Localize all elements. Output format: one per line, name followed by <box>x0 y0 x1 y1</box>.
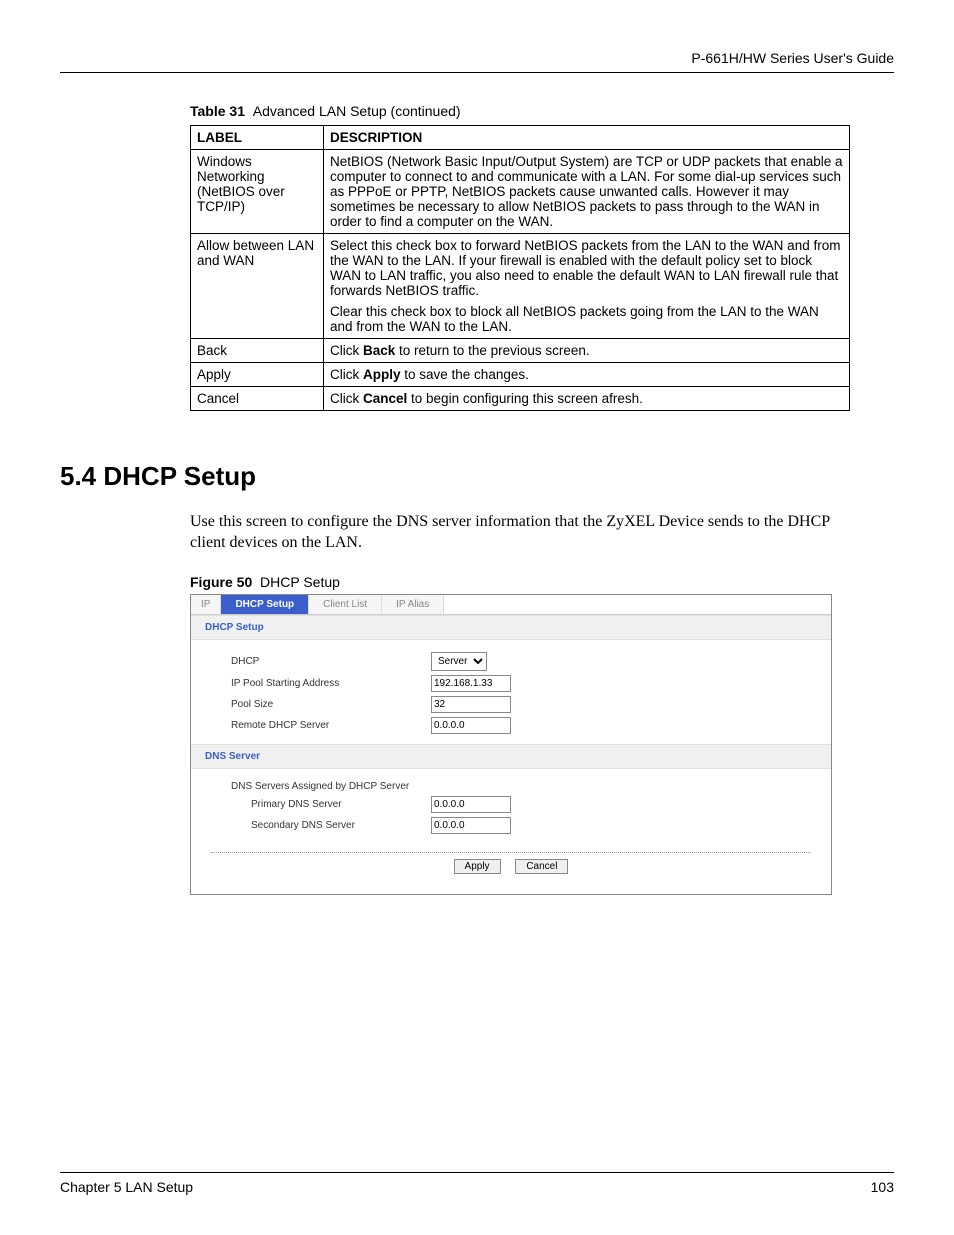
section-bar-dhcp: DHCP Setup <box>191 615 831 640</box>
figure-caption-bold: Figure 50 <box>190 574 252 590</box>
footer-chapter: Chapter 5 LAN Setup <box>60 1179 193 1195</box>
row-label: Allow between LAN and WAN <box>191 234 324 339</box>
text: Click <box>330 343 363 358</box>
row-label: Back <box>191 339 324 363</box>
table-caption-bold: Table 31 <box>190 103 245 119</box>
figure-caption: Figure 50 DHCP Setup <box>190 574 894 590</box>
ip-pool-input[interactable] <box>431 675 511 692</box>
tab-client-list[interactable]: Client List <box>309 595 382 614</box>
table-row: Apply Click Apply to save the changes. <box>191 363 850 387</box>
table-caption-text: Advanced LAN Setup (continued) <box>253 103 461 119</box>
row-label: Cancel <box>191 387 324 411</box>
col-label: LABEL <box>191 126 324 150</box>
text: to return to the previous screen. <box>395 343 589 358</box>
text: to save the changes. <box>401 367 529 382</box>
table-row: Cancel Click Cancel to begin configuring… <box>191 387 850 411</box>
page-footer: Chapter 5 LAN Setup 103 <box>60 1172 894 1195</box>
cancel-button[interactable]: Cancel <box>515 859 568 874</box>
text: Click <box>330 367 363 382</box>
section-heading: 5.4 DHCP Setup <box>60 461 894 492</box>
header-rule <box>60 72 894 73</box>
table-row: Windows Networking (NetBIOS over TCP/IP)… <box>191 150 850 234</box>
table-header-row: LABEL DESCRIPTION <box>191 126 850 150</box>
secondary-dns-input[interactable] <box>431 817 511 834</box>
section-bar-dns: DNS Server <box>191 744 831 769</box>
text: to begin configuring this screen afresh. <box>407 391 643 406</box>
footer-page-number: 103 <box>871 1179 894 1195</box>
label-secondary-dns: Secondary DNS Server <box>231 820 431 831</box>
dhcp-mode-select[interactable]: Server <box>431 652 487 671</box>
dhcp-setup-screenshot: IP DHCP Setup Client List IP Alias DHCP … <box>190 594 832 895</box>
table-row: Allow between LAN and WAN Select this ch… <box>191 234 850 339</box>
label-remote-dhcp: Remote DHCP Server <box>231 720 431 731</box>
dotted-separator <box>211 852 811 853</box>
footer-rule <box>60 1172 894 1173</box>
row-desc: NetBIOS (Network Basic Input/Output Syst… <box>324 150 850 234</box>
label-primary-dns: Primary DNS Server <box>231 799 431 810</box>
table-caption: Table 31 Advanced LAN Setup (continued) <box>190 103 894 119</box>
remote-dhcp-input[interactable] <box>431 717 511 734</box>
row-label: Windows Networking (NetBIOS over TCP/IP) <box>191 150 324 234</box>
pool-size-input[interactable] <box>431 696 511 713</box>
apply-button[interactable]: Apply <box>454 859 501 874</box>
label-dhcp: DHCP <box>231 656 431 667</box>
tab-ip-alias[interactable]: IP Alias <box>382 595 444 614</box>
label-ip-pool: IP Pool Starting Address <box>231 678 431 689</box>
row-desc-p2: Clear this check box to block all NetBIO… <box>330 304 843 334</box>
section-body: Use this screen to configure the DNS ser… <box>190 512 850 554</box>
bold: Cancel <box>363 391 407 406</box>
row-desc: Select this check box to forward NetBIOS… <box>324 234 850 339</box>
tab-dhcp-setup[interactable]: DHCP Setup <box>221 595 309 614</box>
bold: Apply <box>363 367 401 382</box>
bold: Back <box>363 343 395 358</box>
row-desc: Click Back to return to the previous scr… <box>324 339 850 363</box>
text: Click <box>330 391 363 406</box>
row-desc: Click Apply to save the changes. <box>324 363 850 387</box>
table-row: Back Click Back to return to the previou… <box>191 339 850 363</box>
label-pool-size: Pool Size <box>231 699 431 710</box>
tab-ip[interactable]: IP <box>191 595 221 614</box>
tab-bar: IP DHCP Setup Client List IP Alias <box>191 595 831 615</box>
row-label: Apply <box>191 363 324 387</box>
col-description: DESCRIPTION <box>324 126 850 150</box>
header-guide-title: P-661H/HW Series User's Guide <box>60 50 894 66</box>
row-desc: Click Cancel to begin configuring this s… <box>324 387 850 411</box>
row-desc-p1: Select this check box to forward NetBIOS… <box>330 238 843 298</box>
label-dns-assigned: DNS Servers Assigned by DHCP Server <box>231 781 409 792</box>
advanced-lan-table: LABEL DESCRIPTION Windows Networking (Ne… <box>190 125 850 411</box>
figure-caption-text: DHCP Setup <box>260 574 340 590</box>
primary-dns-input[interactable] <box>431 796 511 813</box>
